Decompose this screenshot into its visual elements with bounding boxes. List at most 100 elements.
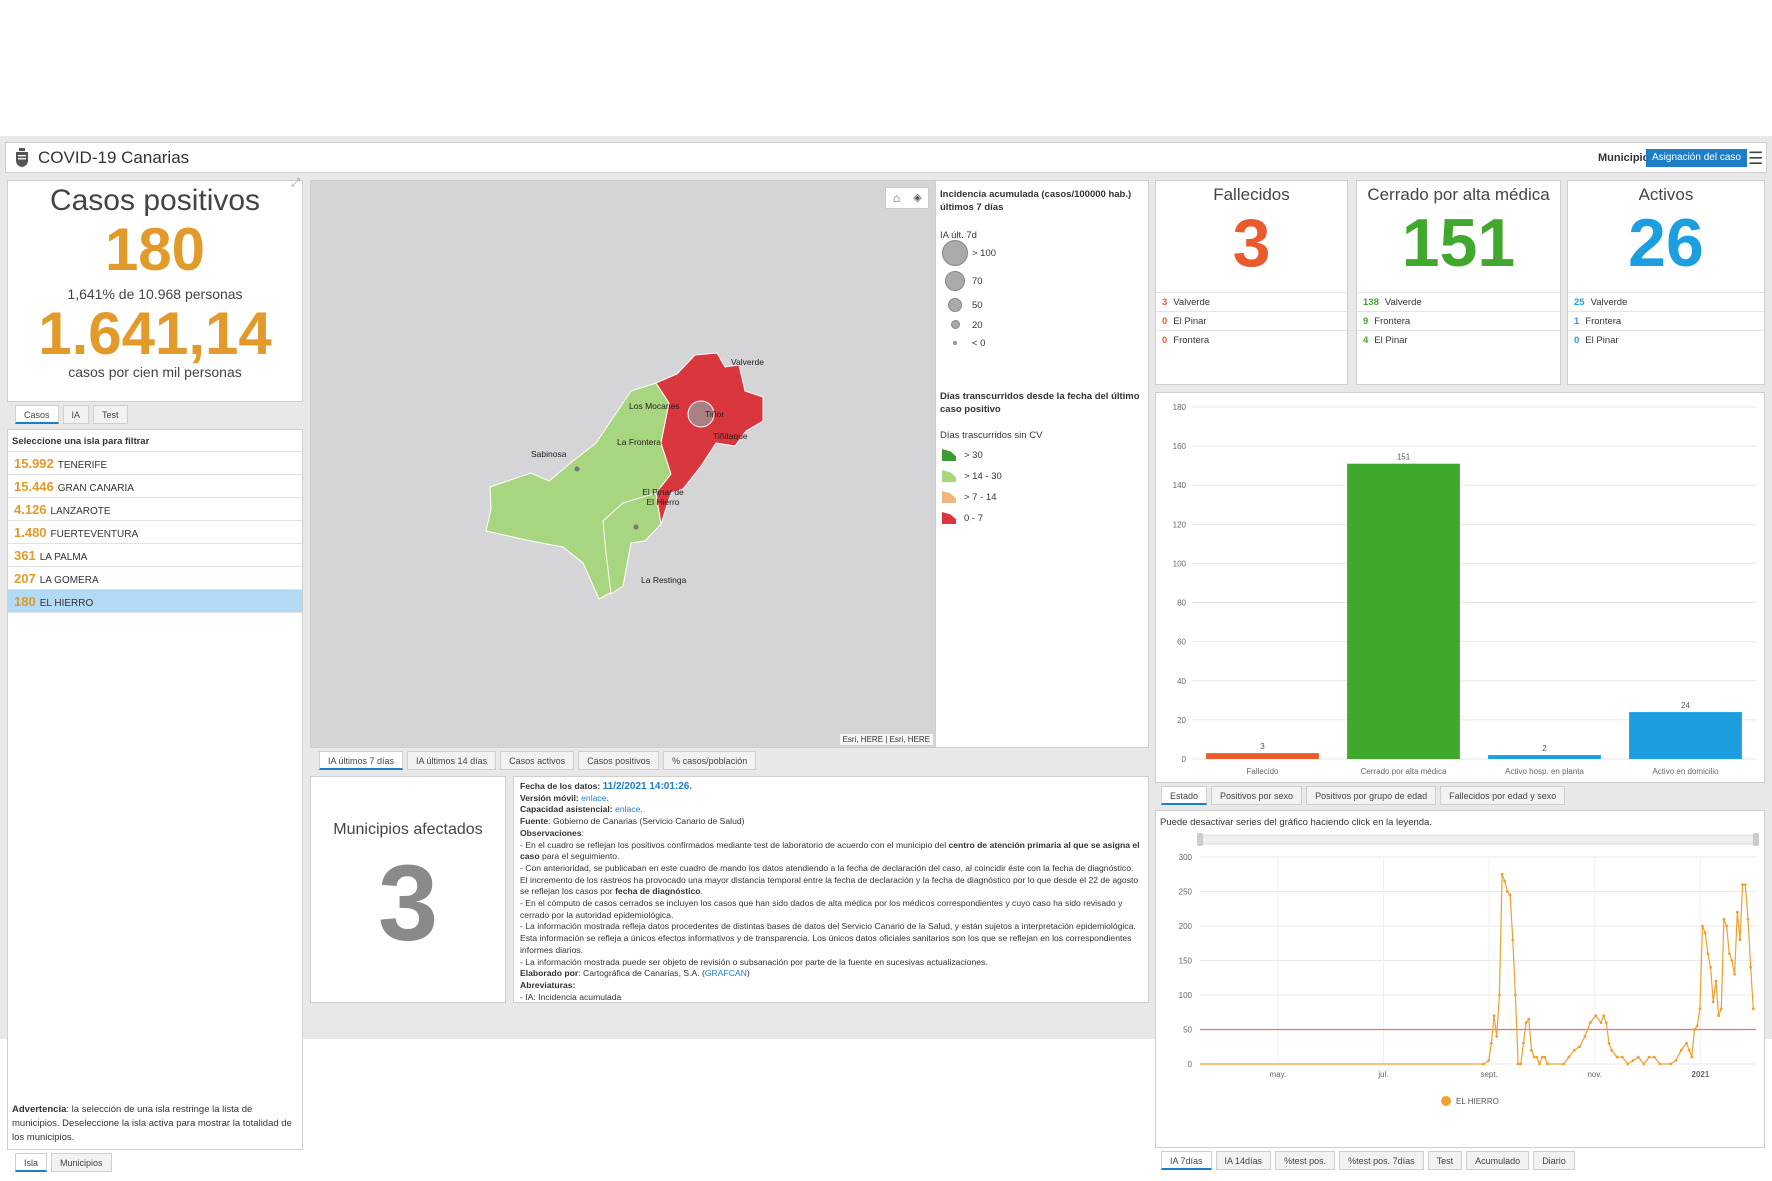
map-tab[interactable]: Casos positivos	[578, 751, 660, 770]
series-point	[1492, 1014, 1496, 1018]
bar-chart-tab[interactable]: Fallecidos por edad y sexo	[1440, 786, 1566, 805]
stat-row: 4 El Pinar	[1357, 330, 1560, 349]
series-point	[1714, 979, 1718, 983]
fecha-value: 11/2/2021 14:01:26.	[602, 781, 693, 792]
series-point	[1701, 924, 1704, 928]
line-chart-tab[interactable]: Acumulado	[1466, 1151, 1530, 1170]
grafcan-link[interactable]: GRAFCAN	[704, 968, 747, 979]
series-point	[1538, 1062, 1541, 1066]
canarias-coat-of-arms-icon	[16, 148, 28, 167]
series-point	[1653, 1055, 1656, 1059]
bar-chart-tab[interactable]: Positivos por sexo	[1211, 786, 1303, 805]
municipios-value: 3	[377, 842, 439, 963]
legend-class-label: 0 - 7	[964, 512, 984, 524]
stat-row: 0 Frontera	[1156, 330, 1347, 349]
island-row[interactable]: 4.126 LANZAROTE	[8, 498, 302, 521]
line-chart-tabs: IA 7días IA 14días %test pos. %test pos. 7d…	[1161, 1151, 1575, 1170]
map-tab[interactable]: % casos/población	[663, 751, 757, 770]
island-row[interactable]: 207 LA GOMERA	[8, 567, 302, 590]
map-tab[interactable]: IA últimos 7 días	[319, 751, 404, 770]
ia-line-chart[interactable]: 0 50 100 150 200 250 300 may. jul. sept. nov. 2021 E…	[1156, 831, 1764, 1147]
hamburger-menu-icon[interactable]: ☰	[1748, 149, 1764, 168]
stat-row-name: Frontera	[1374, 316, 1411, 327]
island-count: 4.126	[14, 502, 47, 517]
bar[interactable]	[1347, 463, 1460, 759]
legend-sub2: Días trascurridos sin CV	[940, 430, 1043, 441]
line-chart-tab[interactable]: IA 7días	[1161, 1151, 1212, 1170]
tab-ia[interactable]: IA	[62, 405, 90, 424]
bar[interactable]	[1488, 755, 1601, 759]
tab-isla[interactable]: Isla	[15, 1153, 48, 1172]
estado-bar-chart[interactable]: 0 20 40 60 80 100 120 140 160 180 3 Fallecido 151 Cer…	[1156, 393, 1764, 782]
island-row[interactable]: 361 LA PALMA	[8, 544, 302, 567]
range-handle-right[interactable]	[1753, 833, 1759, 846]
asignacion-button[interactable]: Asignación del caso	[1646, 149, 1747, 167]
island-row[interactable]: 15.992 TENERIFE	[8, 452, 302, 475]
legend-size-item: < 0	[940, 335, 985, 351]
series-line-el-hierro[interactable]	[1200, 874, 1754, 1066]
series-point	[1693, 1028, 1696, 1031]
expand-icon[interactable]: ⤢	[291, 177, 300, 189]
obs-p1: - En el cuadro se reflejan los positivos…	[520, 839, 949, 850]
bar[interactable]	[1629, 712, 1742, 759]
legend-circle-icon	[940, 338, 970, 349]
layers-icon[interactable]: ◈	[913, 192, 922, 204]
series-point	[1631, 1059, 1635, 1062]
series-point	[1733, 972, 1737, 976]
home-icon[interactable]: ⌂	[892, 191, 901, 205]
line-chart-tab[interactable]: %test pos. 7días	[1339, 1151, 1424, 1170]
series-point	[1500, 872, 1504, 876]
movil-link[interactable]: enlace	[581, 792, 607, 803]
bar-category-label: Activo en domicilio	[1652, 767, 1719, 776]
series-point	[1503, 879, 1507, 883]
stat-title: Fallecidos	[1213, 185, 1290, 204]
map-attribution: Esri, HERE | Esri, HERE	[839, 734, 933, 745]
line-chart-tab[interactable]: %test pos.	[1275, 1151, 1336, 1170]
municipios-panel: Municipios afectados 3	[310, 776, 506, 1003]
island-row[interactable]: 1.480 FUERTEVENTURA	[8, 521, 302, 544]
el-hierro-map[interactable]	[311, 181, 937, 749]
series-point	[1690, 1055, 1694, 1059]
legend-series-label[interactable]: EL HIERRO	[1456, 1097, 1499, 1106]
island-tabs: Isla Municipios	[15, 1153, 112, 1172]
map-label-tinitaque: Tiñitaque	[713, 431, 748, 441]
tab-municipios[interactable]: Municipios	[51, 1153, 112, 1172]
legend-size-item: 20	[940, 317, 983, 333]
legend-circle-icon	[940, 240, 970, 266]
series-point	[1562, 1062, 1565, 1066]
bar[interactable]	[1206, 753, 1319, 759]
tab-casos[interactable]: Casos	[15, 405, 59, 424]
capacidad-link[interactable]: enlace	[615, 804, 641, 815]
stat-value: 26	[1628, 205, 1704, 281]
line-chart-tab[interactable]: Diario	[1533, 1151, 1575, 1170]
bar-ytick-label: 80	[1177, 599, 1186, 608]
range-slider[interactable]	[1199, 834, 1757, 845]
series-point	[1495, 1035, 1499, 1038]
series-point	[1730, 959, 1734, 962]
island-row[interactable]: 180 EL HIERRO	[8, 590, 302, 613]
line-xtick-label: may.	[1269, 1070, 1286, 1079]
series-point	[1746, 917, 1750, 921]
line-chart-tab[interactable]: Test	[1427, 1151, 1463, 1170]
island-row[interactable]: 15.446 GRAN CANARIA	[8, 475, 302, 498]
map-label-la-restinga: La Restinga	[641, 575, 687, 585]
bar-chart-tabs: Estado Positivos por sexo Positivos por gr…	[1161, 786, 1566, 805]
series-point	[1567, 1055, 1571, 1059]
incidence-circle[interactable]	[687, 400, 715, 428]
bar-ytick-label: 20	[1177, 716, 1186, 725]
legend-series-dot-icon[interactable]	[1441, 1096, 1451, 1106]
tab-test[interactable]: Test	[93, 405, 128, 424]
line-chart-tab[interactable]: IA 14días	[1215, 1151, 1272, 1170]
island-count: 180	[14, 594, 36, 609]
bar-chart-tab[interactable]: Positivos por grupo de edad	[1306, 786, 1437, 805]
map-panel[interactable]: ⌂ ◈ Valverde Tiñor Tiñitaque Los Mocanes…	[310, 180, 936, 748]
legend-class-label: > 30	[964, 449, 983, 461]
map-tab[interactable]: Casos activos	[500, 751, 575, 770]
municipio-label[interactable]: Municipio	[1598, 152, 1650, 164]
obs-p1-end: para el seguimiento.	[539, 851, 620, 862]
legend-swatch-icon	[942, 470, 956, 482]
series-point	[1610, 1048, 1614, 1052]
bar-chart-tab[interactable]: Estado	[1161, 786, 1208, 805]
map-tab[interactable]: IA últimos 14 días	[407, 751, 497, 770]
range-handle-left[interactable]	[1197, 833, 1203, 846]
